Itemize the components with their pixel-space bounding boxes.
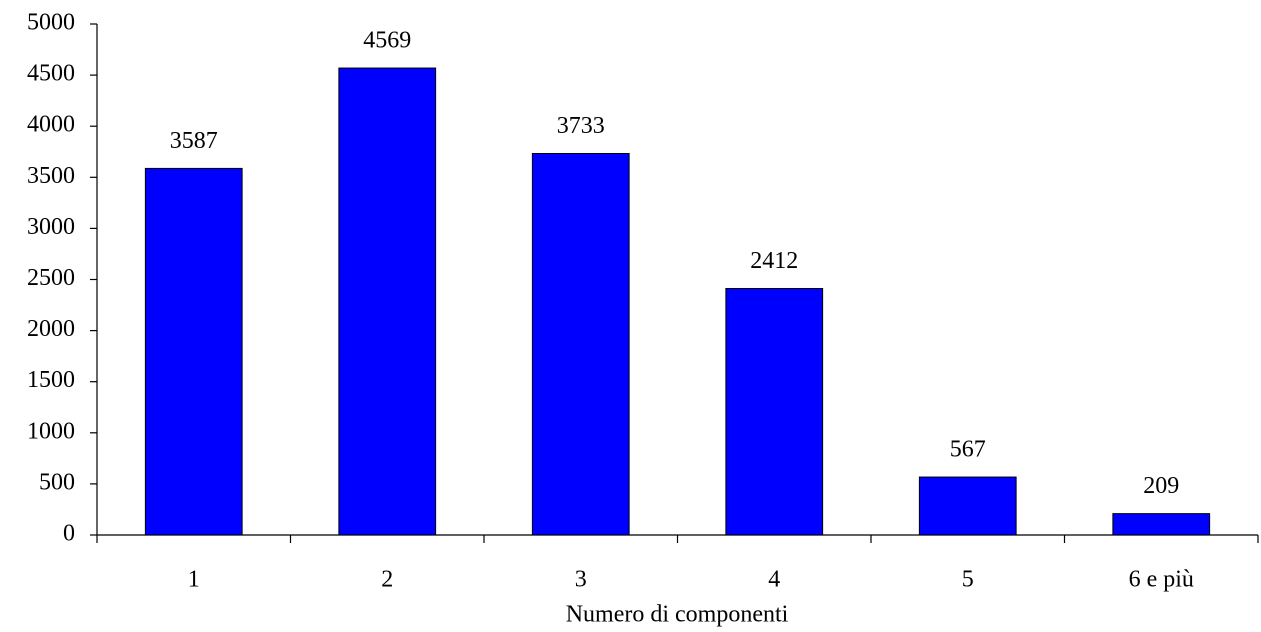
data-label: 2412	[750, 248, 798, 274]
bar	[531, 152, 630, 536]
y-tick-label: 5000	[27, 10, 75, 36]
x-tick-label: 1	[188, 567, 200, 593]
y-tick-label: 0	[63, 521, 75, 547]
bar	[338, 67, 437, 536]
y-tick-label: 2500	[27, 265, 75, 291]
data-label: 567	[950, 437, 986, 463]
data-label: 3733	[557, 113, 605, 139]
data-label: 3587	[170, 128, 218, 154]
y-tick-label: 2000	[27, 316, 75, 342]
y-tick-label: 500	[39, 469, 75, 495]
bar	[1112, 513, 1211, 536]
y-tick-label: 4000	[27, 112, 75, 138]
data-label: 4569	[363, 28, 411, 54]
y-tick-label: 3000	[27, 214, 75, 240]
x-tick-label: 4	[768, 567, 780, 593]
x-axis-title: Numero di componenti	[566, 602, 789, 628]
y-tick-label: 1500	[27, 367, 75, 393]
y-tick-label: 4500	[27, 61, 75, 87]
x-tick-label: 2	[381, 567, 393, 593]
y-tick-label: 3500	[27, 163, 75, 189]
y-tick-label: 1000	[27, 418, 75, 444]
bar	[725, 287, 824, 536]
data-label: 209	[1143, 473, 1179, 499]
bar	[918, 476, 1017, 536]
x-tick-label: 3	[575, 567, 587, 593]
x-tick-label: 6 e più	[1129, 567, 1194, 593]
x-tick-label: 5	[962, 567, 974, 593]
bar	[144, 167, 243, 536]
